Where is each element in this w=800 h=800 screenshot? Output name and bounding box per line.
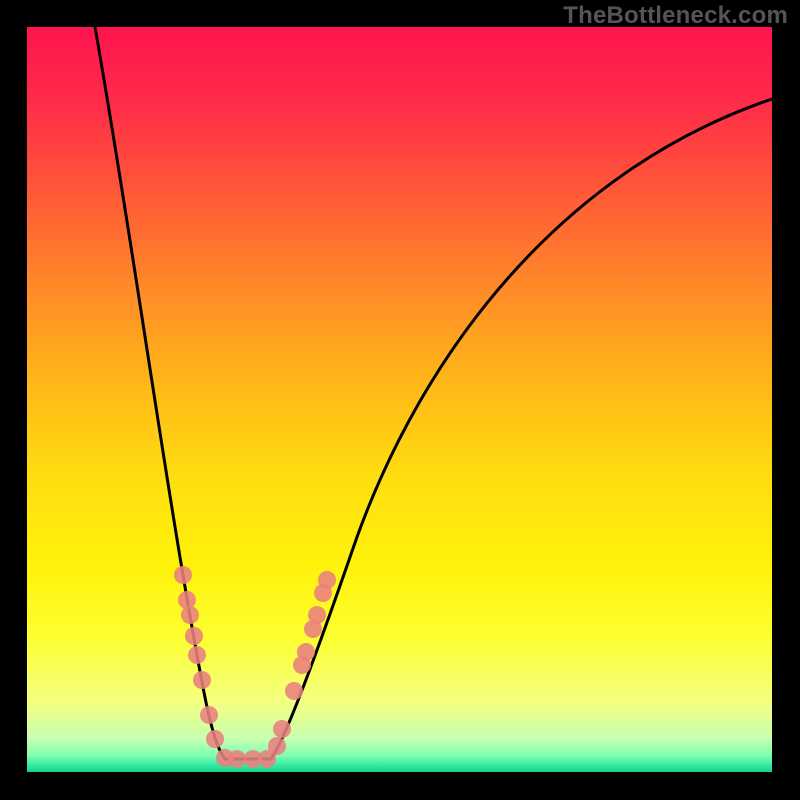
data-marker: [228, 750, 246, 768]
data-marker: [285, 682, 303, 700]
plot-svg: [27, 27, 772, 772]
data-marker: [181, 606, 199, 624]
data-marker: [297, 643, 315, 661]
data-marker: [174, 566, 192, 584]
data-marker: [185, 627, 203, 645]
data-marker: [178, 591, 196, 609]
watermark-text: TheBottleneck.com: [563, 2, 788, 30]
data-marker: [193, 671, 211, 689]
data-marker: [318, 571, 336, 589]
gradient-background: [27, 27, 772, 772]
data-marker: [200, 706, 218, 724]
data-marker: [308, 606, 326, 624]
data-marker: [188, 646, 206, 664]
data-marker: [268, 737, 286, 755]
plot-area: [27, 27, 772, 772]
data-marker: [206, 730, 224, 748]
data-marker: [273, 720, 291, 738]
